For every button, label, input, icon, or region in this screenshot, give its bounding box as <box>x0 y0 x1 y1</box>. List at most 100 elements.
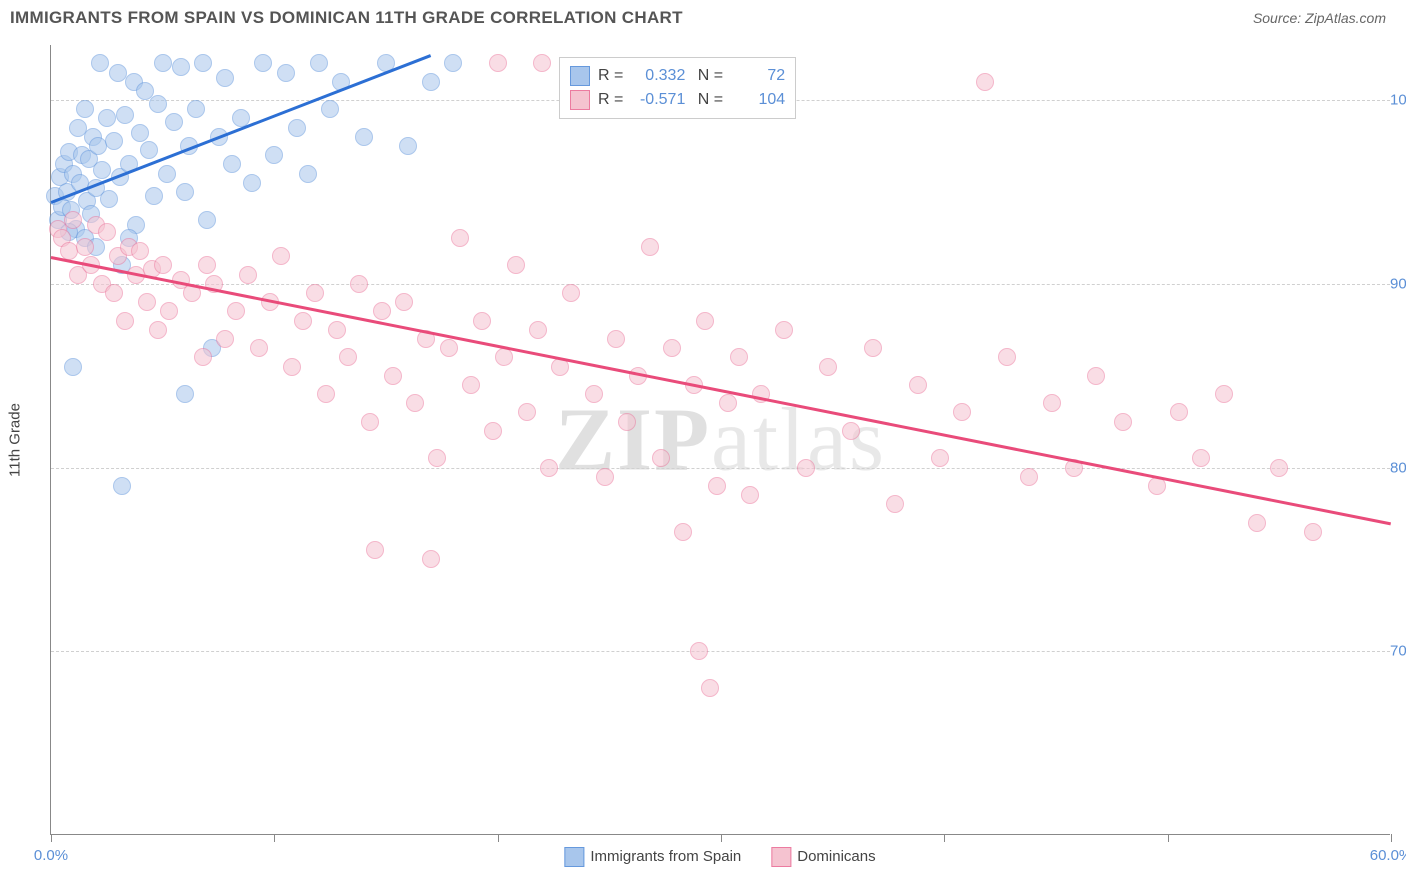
scatter-point <box>562 284 580 302</box>
scatter-point <box>690 642 708 660</box>
scatter-point <box>158 165 176 183</box>
scatter-point <box>444 54 462 72</box>
xtick <box>1391 834 1392 842</box>
scatter-point <box>176 385 194 403</box>
scatter-point <box>105 284 123 302</box>
scatter-point <box>1270 459 1288 477</box>
ytick-label: 100.0% <box>1390 92 1406 109</box>
scatter-point <box>288 119 306 137</box>
scatter-point <box>674 523 692 541</box>
xtick <box>721 834 722 842</box>
xtick <box>498 834 499 842</box>
stat-n-label: N = <box>693 88 723 112</box>
scatter-point <box>145 187 163 205</box>
scatter-point <box>384 367 402 385</box>
scatter-point <box>1304 523 1322 541</box>
scatter-point <box>529 321 547 339</box>
scatter-point <box>708 477 726 495</box>
scatter-point <box>473 312 491 330</box>
scatter-point <box>1020 468 1038 486</box>
scatter-point <box>533 54 551 72</box>
scatter-point <box>518 403 536 421</box>
ytick-label: 70.0% <box>1390 643 1406 660</box>
scatter-point <box>819 358 837 376</box>
scatter-point <box>366 541 384 559</box>
scatter-point <box>1114 413 1132 431</box>
scatter-point <box>306 284 324 302</box>
scatter-point <box>254 54 272 72</box>
scatter-point <box>310 54 328 72</box>
scatter-point <box>428 449 446 467</box>
scatter-point <box>652 449 670 467</box>
plot-area: ZIPatlas 70.0%80.0%90.0%100.0%0.0%60.0%R… <box>50 45 1390 835</box>
scatter-point <box>187 100 205 118</box>
scatter-point <box>395 293 413 311</box>
scatter-point <box>283 358 301 376</box>
xtick <box>274 834 275 842</box>
xtick-label: 60.0% <box>1370 847 1406 864</box>
scatter-point <box>1043 394 1061 412</box>
stat-r-value: 0.332 <box>631 64 685 88</box>
legend-stats-row: R =-0.571 N =104 <box>570 88 785 112</box>
scatter-point <box>243 174 261 192</box>
scatter-point <box>663 339 681 357</box>
scatter-point <box>76 238 94 256</box>
scatter-point <box>131 124 149 142</box>
chart-header: IMMIGRANTS FROM SPAIN VS DOMINICAN 11TH … <box>0 0 1406 34</box>
scatter-point <box>76 100 94 118</box>
scatter-point <box>116 106 134 124</box>
scatter-point <box>272 247 290 265</box>
scatter-point <box>138 293 156 311</box>
scatter-point <box>113 477 131 495</box>
scatter-point <box>91 54 109 72</box>
scatter-point <box>140 141 158 159</box>
ytick-label: 90.0% <box>1390 275 1406 292</box>
scatter-point <box>317 385 335 403</box>
scatter-point <box>1170 403 1188 421</box>
scatter-point <box>265 146 283 164</box>
xtick <box>1168 834 1169 842</box>
trendline <box>51 54 432 203</box>
scatter-point <box>172 58 190 76</box>
scatter-point <box>909 376 927 394</box>
legend-swatch <box>564 847 584 867</box>
scatter-point <box>696 312 714 330</box>
legend-label: Immigrants from Spain <box>590 848 741 865</box>
scatter-point <box>105 132 123 150</box>
scatter-point <box>741 486 759 504</box>
scatter-point <box>976 73 994 91</box>
scatter-point <box>507 256 525 274</box>
scatter-point <box>406 394 424 412</box>
scatter-point <box>116 312 134 330</box>
scatter-point <box>154 256 172 274</box>
gridline <box>51 468 1390 469</box>
scatter-point <box>227 302 245 320</box>
legend-swatch <box>570 90 590 110</box>
xtick <box>944 834 945 842</box>
scatter-point <box>596 468 614 486</box>
scatter-point <box>701 679 719 697</box>
scatter-point <box>797 459 815 477</box>
scatter-point <box>842 422 860 440</box>
scatter-point <box>373 302 391 320</box>
scatter-point <box>864 339 882 357</box>
legend-stats-row: R =0.332 N =72 <box>570 64 785 88</box>
watermark-bold: ZIP <box>555 390 711 489</box>
scatter-point <box>730 348 748 366</box>
scatter-point <box>484 422 502 440</box>
scatter-point <box>216 69 234 87</box>
scatter-point <box>1248 514 1266 532</box>
scatter-point <box>998 348 1016 366</box>
scatter-point <box>165 113 183 131</box>
scatter-point <box>328 321 346 339</box>
scatter-point <box>350 275 368 293</box>
scatter-point <box>149 95 167 113</box>
bottom-legend-item: Dominicans <box>771 847 875 867</box>
scatter-point <box>194 348 212 366</box>
scatter-point <box>422 550 440 568</box>
chart-source: Source: ZipAtlas.com <box>1253 10 1386 26</box>
bottom-legend-item: Immigrants from Spain <box>564 847 741 867</box>
stat-n-value: 104 <box>731 88 785 112</box>
scatter-point <box>277 64 295 82</box>
stat-r-value: -0.571 <box>631 88 685 112</box>
